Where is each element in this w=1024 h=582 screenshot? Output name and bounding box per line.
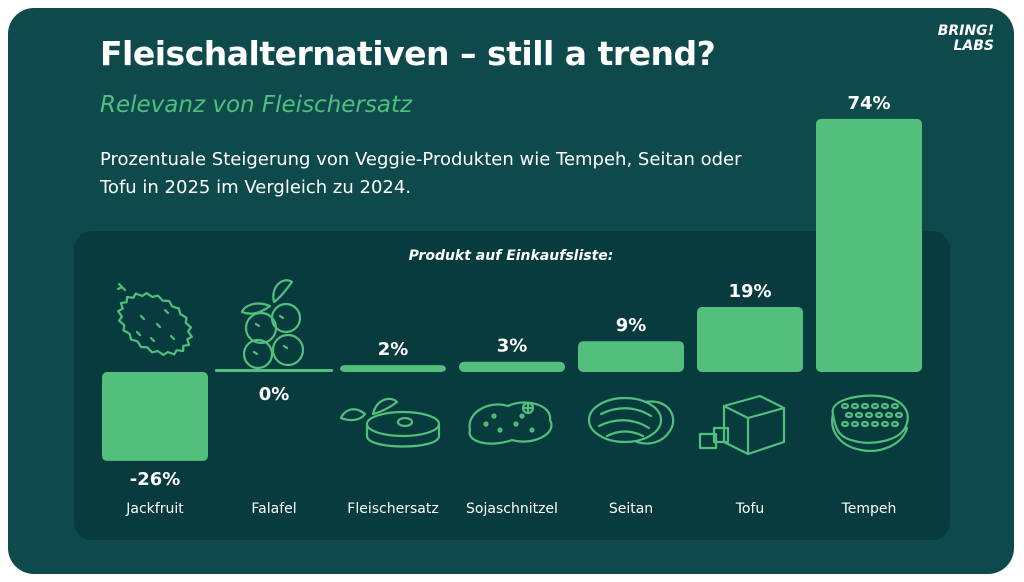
bar-jackfruit (102, 372, 208, 461)
meat-substitute-icon (339, 397, 441, 448)
value-label-jackfruit: -26% (130, 469, 181, 490)
infographic-card: Fleischalternativen – still a trend? Rel… (8, 8, 1014, 574)
category-label-falafel: Falafel (251, 501, 296, 517)
soy-schnitzel-icon (468, 401, 553, 445)
page-title: Fleischalternativen – still a trend? (100, 34, 716, 73)
value-label-tofu: 19% (728, 281, 771, 302)
category-label-tofu: Tofu (735, 501, 765, 517)
value-label-fleischersatz: 2% (378, 339, 409, 360)
value-label-sojaschnitzel: 3% (497, 336, 528, 357)
seitan-icon (587, 396, 675, 445)
category-label-seitan: Seitan (609, 501, 653, 517)
bar-fleischersatz (340, 365, 446, 372)
bar-seitan (578, 341, 684, 372)
value-label-falafel: 0% (259, 384, 290, 405)
bar-falafel (215, 369, 333, 372)
falafel-icon (240, 279, 305, 370)
chart-description: Prozentuale Steigerung von Veggie-Produk… (100, 149, 742, 198)
value-label-tempeh: 74% (847, 93, 890, 114)
category-label-fleischersatz: Fleischersatz (347, 501, 438, 517)
chart-subtitle: Relevanz von Fleischersatz (100, 92, 413, 118)
bar-chart: -26% Jackfruit 0% Falafel 2% Fleischersatz 3% S… (102, 93, 922, 517)
logo-line-1: BRING! (937, 23, 994, 39)
tempeh-icon (831, 394, 909, 452)
bar-tofu (697, 307, 803, 372)
bar-sojaschnitzel (459, 361, 565, 372)
chart-panel (74, 231, 950, 540)
category-label-tempeh: Tempeh (841, 501, 897, 517)
jackfruit-icon (116, 282, 193, 356)
category-label-jackfruit: Jackfruit (125, 501, 184, 517)
category-label-sojaschnitzel: Sojaschnitzel (466, 501, 558, 517)
value-label-seitan: 9% (616, 315, 647, 336)
tofu-icon (698, 394, 786, 456)
bar-tempeh (816, 118, 922, 372)
chart-x-caption: Produkt auf Einkaufsliste: (408, 248, 614, 264)
bring-labs-logo: BRING! LABS (928, 24, 994, 54)
logo-line-2: LABS (953, 38, 994, 54)
